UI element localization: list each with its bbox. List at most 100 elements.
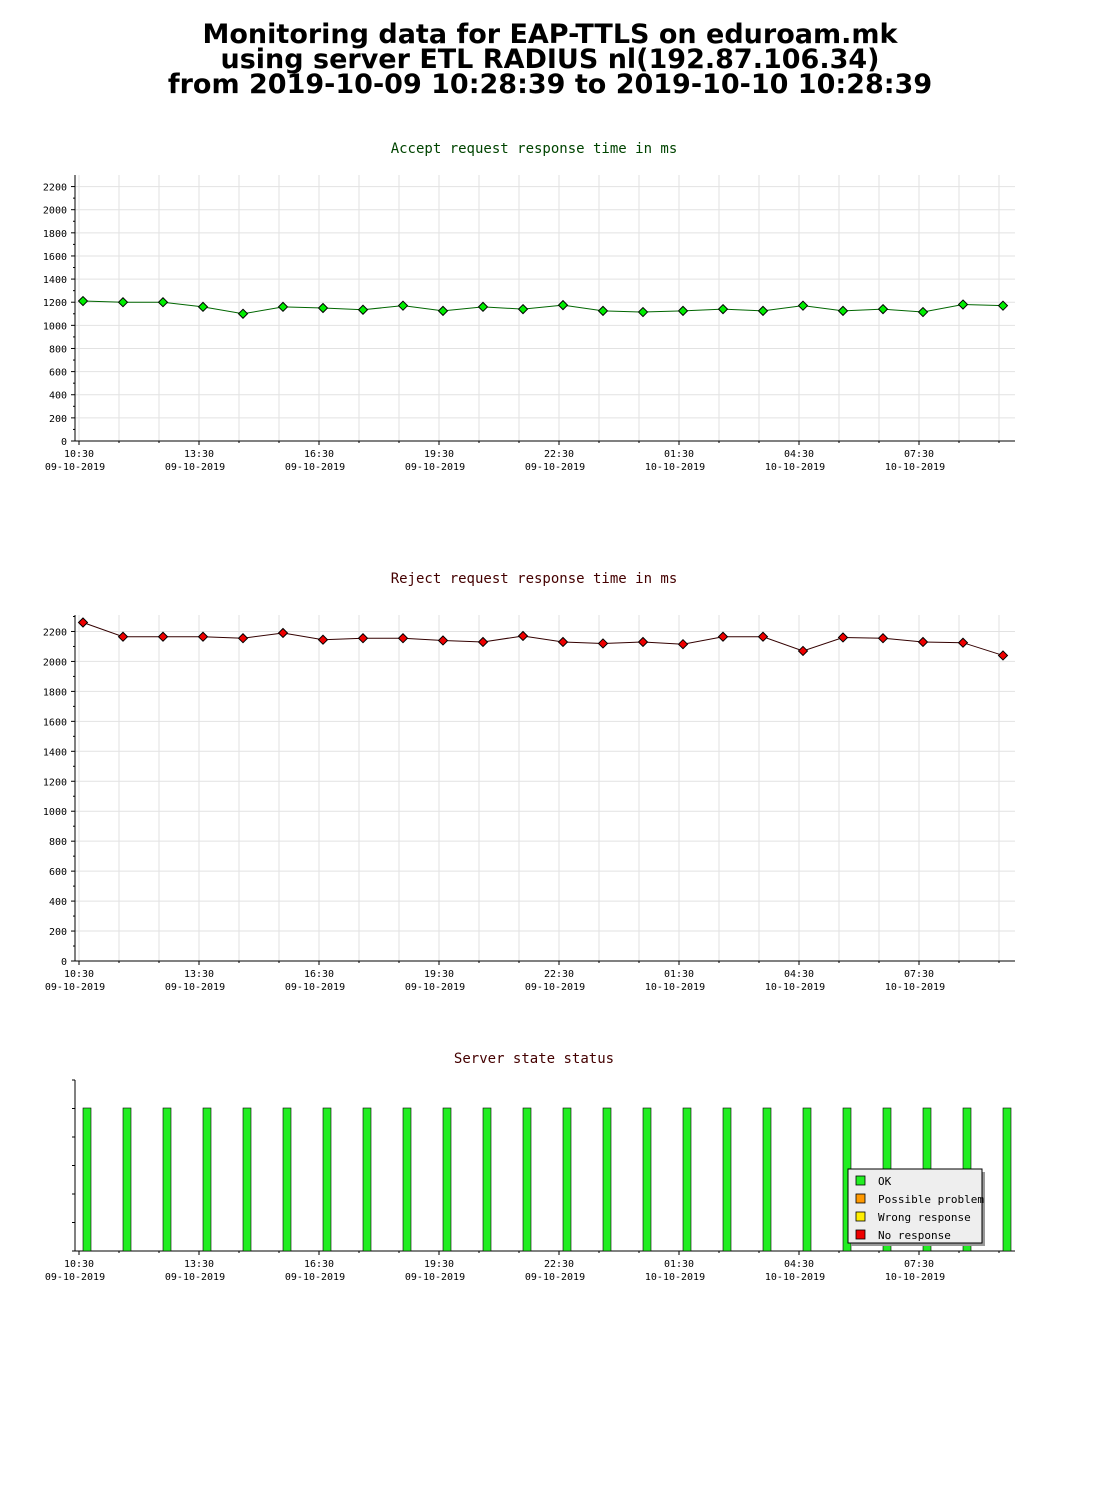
x-tick-label-date: 09-10-2019 <box>285 982 345 993</box>
legend-label: OK <box>878 1175 892 1188</box>
y-tick-label: 1600 <box>43 717 67 728</box>
data-point <box>77 617 89 628</box>
data-point <box>117 631 129 642</box>
x-tick-label-time: 19:30 <box>424 449 454 460</box>
x-tick-label-time: 04:30 <box>784 449 814 460</box>
title-line-2: using server ETL RADIUS nl(192.87.106.34… <box>220 44 880 75</box>
legend-swatch <box>855 1229 866 1240</box>
data-point <box>997 650 1009 661</box>
y-tick-label: 200 <box>49 414 67 425</box>
x-tick-label-date: 09-10-2019 <box>405 462 465 473</box>
x-tick-label-time: 13:30 <box>184 449 214 460</box>
y-tick-label: 1400 <box>43 275 67 286</box>
accept-response-chart: Accept request response time in ms 0 200 40… <box>43 141 1015 473</box>
data-point <box>597 305 609 317</box>
x-tick-label-date: 10-10-2019 <box>645 982 705 993</box>
status-bar <box>722 1107 732 1252</box>
x-tick-label-date: 10-10-2019 <box>885 982 945 993</box>
y-tick-label: 0 <box>61 957 67 968</box>
status-bar <box>82 1107 92 1252</box>
y-tick-label: 1200 <box>43 777 67 788</box>
x-tick-label-time: 01:30 <box>664 1259 694 1270</box>
x-tick-label-date: 09-10-2019 <box>525 462 585 473</box>
y-tick-label: 800 <box>49 837 67 848</box>
data-point <box>437 635 449 646</box>
data-point <box>237 633 249 644</box>
status-bar <box>562 1107 572 1252</box>
data-point <box>637 306 649 318</box>
data-point <box>837 305 849 317</box>
data-point <box>477 301 489 313</box>
data-point <box>597 638 609 649</box>
x-tick-label-time: 04:30 <box>784 969 814 980</box>
x-tick-label-time: 01:30 <box>664 449 694 460</box>
chart-title: Accept request response time in ms <box>391 141 678 157</box>
title-line-3: from 2019-10-09 10:28:39 to 2019-10-10 1… <box>167 69 933 100</box>
status-bar <box>762 1107 772 1252</box>
data-point <box>837 632 849 643</box>
data-point <box>117 297 129 308</box>
status-bar <box>242 1107 252 1252</box>
data-point <box>517 630 529 642</box>
series-line <box>82 622 1004 656</box>
status-bar <box>442 1107 452 1252</box>
x-tick-label-date: 09-10-2019 <box>525 982 585 993</box>
y-tick-label: 1200 <box>43 298 67 309</box>
status-bar <box>162 1107 172 1252</box>
x-tick-label-date: 09-10-2019 <box>405 1272 465 1283</box>
x-tick-label-date: 10-10-2019 <box>765 1272 825 1283</box>
y-tick-label: 200 <box>49 927 67 938</box>
x-tick-label-time: 19:30 <box>424 969 454 980</box>
data-point <box>277 627 289 639</box>
data-point <box>77 295 89 307</box>
reject-response-chart: Reject request response time in ms 0 200 40… <box>43 571 1015 993</box>
x-tick-label-time: 07:30 <box>904 969 934 980</box>
status-bar <box>1002 1107 1012 1252</box>
legend-swatch <box>855 1175 866 1186</box>
status-bar <box>522 1107 532 1252</box>
x-tick-label-date: 09-10-2019 <box>165 982 225 993</box>
data-point <box>637 636 649 648</box>
x-tick-label-date: 10-10-2019 <box>765 462 825 473</box>
status-bar <box>802 1107 812 1252</box>
x-tick-label-date: 10-10-2019 <box>885 462 945 473</box>
x-tick-label-time: 01:30 <box>664 969 694 980</box>
y-tick-label: 1800 <box>43 229 67 240</box>
data-point <box>957 299 969 310</box>
y-tick-label: 1000 <box>43 321 67 332</box>
x-tick-label-time: 16:30 <box>304 1259 334 1270</box>
data-point <box>357 304 369 315</box>
data-point <box>317 302 329 314</box>
data-point <box>277 301 289 313</box>
data-point <box>157 631 169 642</box>
x-tick-label-date: 09-10-2019 <box>525 1272 585 1283</box>
data-point <box>757 631 769 642</box>
y-tick-label: 1400 <box>43 747 67 758</box>
x-tick-label-time: 19:30 <box>424 1259 454 1270</box>
data-point <box>917 636 929 648</box>
data-point <box>557 299 569 311</box>
x-tick-label-date: 09-10-2019 <box>45 462 105 473</box>
y-tick-label: 1000 <box>43 807 67 818</box>
data-point <box>517 303 529 315</box>
data-point <box>477 636 489 648</box>
x-tick-label-date: 09-10-2019 <box>45 1272 105 1283</box>
legend-box <box>847 1168 983 1244</box>
x-tick-label-date: 10-10-2019 <box>645 1272 705 1283</box>
data-point <box>757 305 769 317</box>
status-bar <box>482 1107 492 1252</box>
data-point <box>677 639 689 650</box>
data-point <box>877 633 889 644</box>
x-tick-label-time: 22:30 <box>544 969 574 980</box>
data-point <box>197 631 209 642</box>
server-status-chart: Server state status 10:30 09-10-2019 13:30 0… <box>45 1051 1015 1283</box>
data-point <box>397 300 409 311</box>
x-tick-label-time: 16:30 <box>304 449 334 460</box>
data-point <box>797 300 809 311</box>
x-tick-label-date: 09-10-2019 <box>165 1272 225 1283</box>
data-point <box>317 634 329 645</box>
x-tick-label-date: 09-10-2019 <box>285 462 345 473</box>
x-tick-label-time: 07:30 <box>904 449 934 460</box>
legend-label: Possible problem <box>878 1193 984 1206</box>
status-bar <box>602 1107 612 1252</box>
